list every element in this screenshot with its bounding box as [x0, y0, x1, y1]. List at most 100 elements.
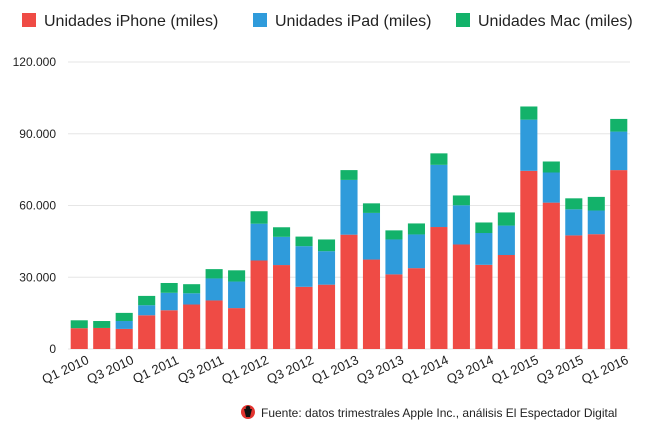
bar-segment-iphone — [183, 304, 201, 349]
x-tick-label: Q1 2011 — [130, 352, 181, 386]
y-tick-label: 120.000 — [13, 55, 57, 69]
source-footer: Fuente: datos trimestrales Apple Inc., a… — [241, 405, 617, 420]
bar-segment-iphone — [317, 284, 336, 349]
bar-segment-ipad — [407, 234, 425, 269]
bar-segment-iphone — [138, 315, 156, 349]
bar-segment-ipad — [138, 305, 156, 316]
bar-segment-iphone — [430, 227, 448, 349]
bar-segment-ipad — [340, 179, 358, 235]
x-tick-label: Q3 2015 — [534, 352, 586, 387]
bar-segment-ipad — [430, 164, 448, 228]
bar-segment-ipad — [610, 131, 628, 171]
x-tick-label: Q1 2013 — [309, 352, 361, 387]
y-tick-label: 0 — [49, 342, 56, 356]
bar-segment-ipad — [362, 212, 381, 260]
x-tick-label: Q3 2013 — [354, 352, 406, 387]
bar-segment-mac — [115, 312, 133, 322]
bar-segment-iphone — [70, 328, 88, 349]
bar-segment-iphone — [452, 244, 470, 349]
bar-segment-ipad — [475, 233, 493, 265]
bar-segment-mac — [317, 239, 336, 252]
x-tick-label: Q1 2016 — [579, 352, 631, 387]
y-tick-label: 60.000 — [19, 199, 56, 213]
bar-segment-mac — [160, 282, 178, 293]
bar-segment-ipad — [295, 246, 313, 287]
x-tick-label: Q1 2010 — [40, 352, 92, 387]
bar-segment-iphone — [542, 202, 560, 349]
bar-segment-iphone — [250, 260, 268, 349]
y-axis-ticks: 0 30.000 60.000 90.000 120.000 — [13, 55, 57, 356]
legend-item-ipad: Unidades iPad (miles) — [253, 13, 432, 30]
bar-segment-mac — [565, 198, 583, 210]
bar-segment-mac — [93, 321, 111, 328]
x-tick-label: Q3 2014 — [444, 352, 496, 387]
bar-segment-mac — [587, 196, 605, 211]
bar-segment-ipad — [520, 119, 538, 171]
bar-segment-mac — [362, 203, 381, 213]
bar-segment-ipad — [160, 292, 178, 311]
bar-segment-iphone — [115, 328, 133, 349]
bar-segment-iphone — [160, 310, 178, 349]
bar-segment-iphone — [475, 264, 493, 349]
x-tick-label: Q1 2014 — [399, 352, 451, 387]
bar-segment-mac — [407, 223, 425, 235]
bar-segment-mac — [228, 270, 246, 282]
x-tick-label: Q1 2012 — [219, 352, 271, 387]
bar-segment-ipad — [183, 293, 201, 305]
bar-segment-iphone — [610, 170, 628, 349]
legend-swatch-mac — [456, 13, 470, 27]
source-logo-icon — [241, 405, 255, 419]
legend-label-ipad: Unidades iPad (miles) — [275, 13, 432, 30]
bar-segment-ipad — [115, 321, 133, 329]
bar-segment-iphone — [340, 234, 358, 349]
bar-segment-iphone — [205, 300, 223, 349]
legend-label-iphone: Unidades iPhone (miles) — [44, 13, 218, 30]
legend-swatch-ipad — [253, 13, 267, 27]
bar-segment-mac — [273, 227, 291, 237]
legend-swatch-iphone — [22, 13, 36, 27]
bar-segment-ipad — [273, 236, 291, 266]
legend-item-mac: Unidades Mac (miles) — [456, 13, 633, 30]
bar-segment-ipad — [497, 225, 515, 256]
bar-segment-iphone — [565, 235, 583, 349]
bar-segment-iphone — [497, 255, 515, 349]
bar-segment-ipad — [587, 210, 605, 235]
legend-item-iphone: Unidades iPhone (miles) — [22, 13, 218, 30]
bar-segment-iphone — [93, 327, 111, 349]
bar-segment-ipad — [250, 223, 268, 261]
legend-label-mac: Unidades Mac (miles) — [478, 13, 633, 30]
bar-segment-ipad — [317, 251, 336, 285]
bar-segment-iphone — [228, 308, 246, 349]
bar-segment-ipad — [205, 278, 223, 301]
bar-segment-mac — [475, 222, 493, 234]
bar-segment-mac — [520, 106, 538, 120]
x-tick-label: Q3 2010 — [84, 352, 136, 387]
bar-segment-ipad — [565, 209, 583, 236]
bar-segment-iphone — [273, 265, 291, 349]
source-text: Fuente: datos trimestrales Apple Inc., a… — [261, 406, 617, 420]
bar-segment-iphone — [362, 259, 381, 349]
bar-segment-ipad — [452, 205, 470, 245]
bar-segment-mac — [497, 212, 515, 226]
y-tick-label: 30.000 — [19, 270, 56, 284]
bar-segment-mac — [340, 170, 358, 180]
bar-segment-mac — [70, 320, 88, 329]
bars — [70, 106, 628, 349]
bar-segment-iphone — [587, 234, 605, 349]
x-tick-label: Q3 2011 — [175, 352, 226, 386]
bar-segment-mac — [385, 230, 403, 240]
bar-segment-ipad — [542, 172, 560, 203]
bar-segment-mac — [183, 284, 201, 294]
bar-segment-iphone — [385, 274, 403, 349]
legend: Unidades iPhone (miles) Unidades iPad (m… — [22, 13, 633, 30]
bar-segment-mac — [250, 211, 268, 224]
bar-segment-mac — [542, 161, 560, 173]
bar-segment-mac — [205, 269, 223, 279]
bar-segment-iphone — [295, 286, 313, 349]
bar-segment-iphone — [520, 170, 538, 349]
bar-segment-iphone — [407, 268, 425, 349]
bar-segment-ipad — [228, 281, 246, 309]
bar-segment-mac — [452, 195, 470, 206]
